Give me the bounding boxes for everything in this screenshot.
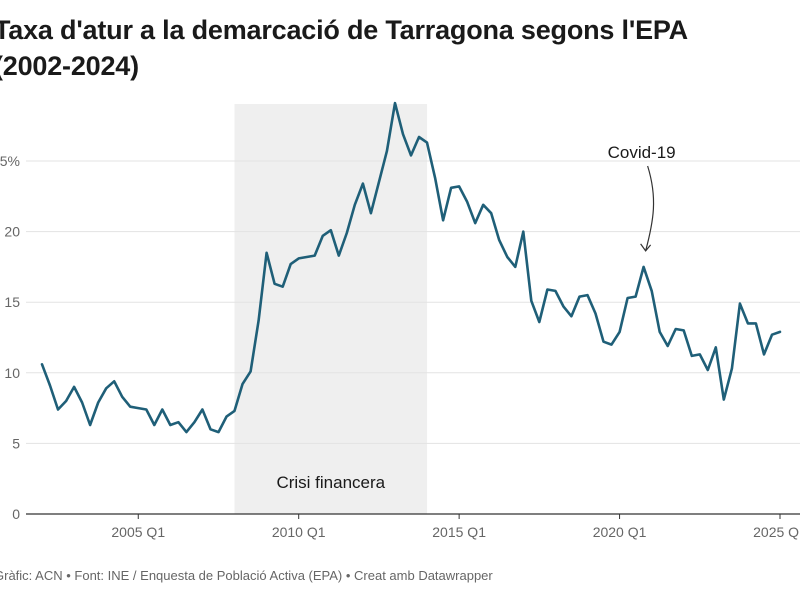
chart-title: Taxa d'atur a la demarcació de Tarragona…	[0, 12, 794, 84]
axes: 2005 Q1 2010 Q1 2015 Q1 2020 Q1 2025 Q1	[26, 513, 800, 540]
y-tick-label: 20	[4, 224, 20, 240]
annotation-arrowhead	[640, 243, 652, 252]
x-tick-label: 2015 Q1	[432, 524, 486, 540]
chart-title-line-2: (2002-2024)	[0, 51, 139, 81]
chart-title-line-1: Taxa d'atur a la demarcació de Tarragona…	[0, 15, 688, 45]
shaded-region	[234, 104, 428, 514]
x-tick-label: 2025 Q1	[753, 524, 800, 540]
x-tick-label: 2005 Q1	[111, 524, 165, 540]
shaded-region-layer: Crisi financera	[234, 104, 428, 514]
y-tick-label: 5	[12, 435, 20, 451]
series-line	[40, 101, 782, 434]
x-tick-label: 2010 Q1	[272, 524, 326, 540]
annotation-label: Covid-19	[608, 143, 676, 162]
shaded-region-label: Crisi financera	[276, 473, 385, 492]
chart-source-footer: Gràfic: ACN • Font: INE / Enquesta de Po…	[0, 568, 493, 583]
y-tick-label: 0	[12, 506, 20, 522]
annotations: Covid-19	[608, 143, 676, 252]
y-tick-label: 25%	[0, 153, 20, 169]
y-tick-label: 10	[4, 365, 20, 381]
series-layer	[40, 101, 782, 434]
annotation-arrow	[645, 165, 655, 252]
gridlines: 0 5 10 15 20 25%	[0, 153, 800, 522]
y-tick-label: 15	[4, 294, 20, 310]
x-tick-label: 2020 Q1	[593, 524, 647, 540]
